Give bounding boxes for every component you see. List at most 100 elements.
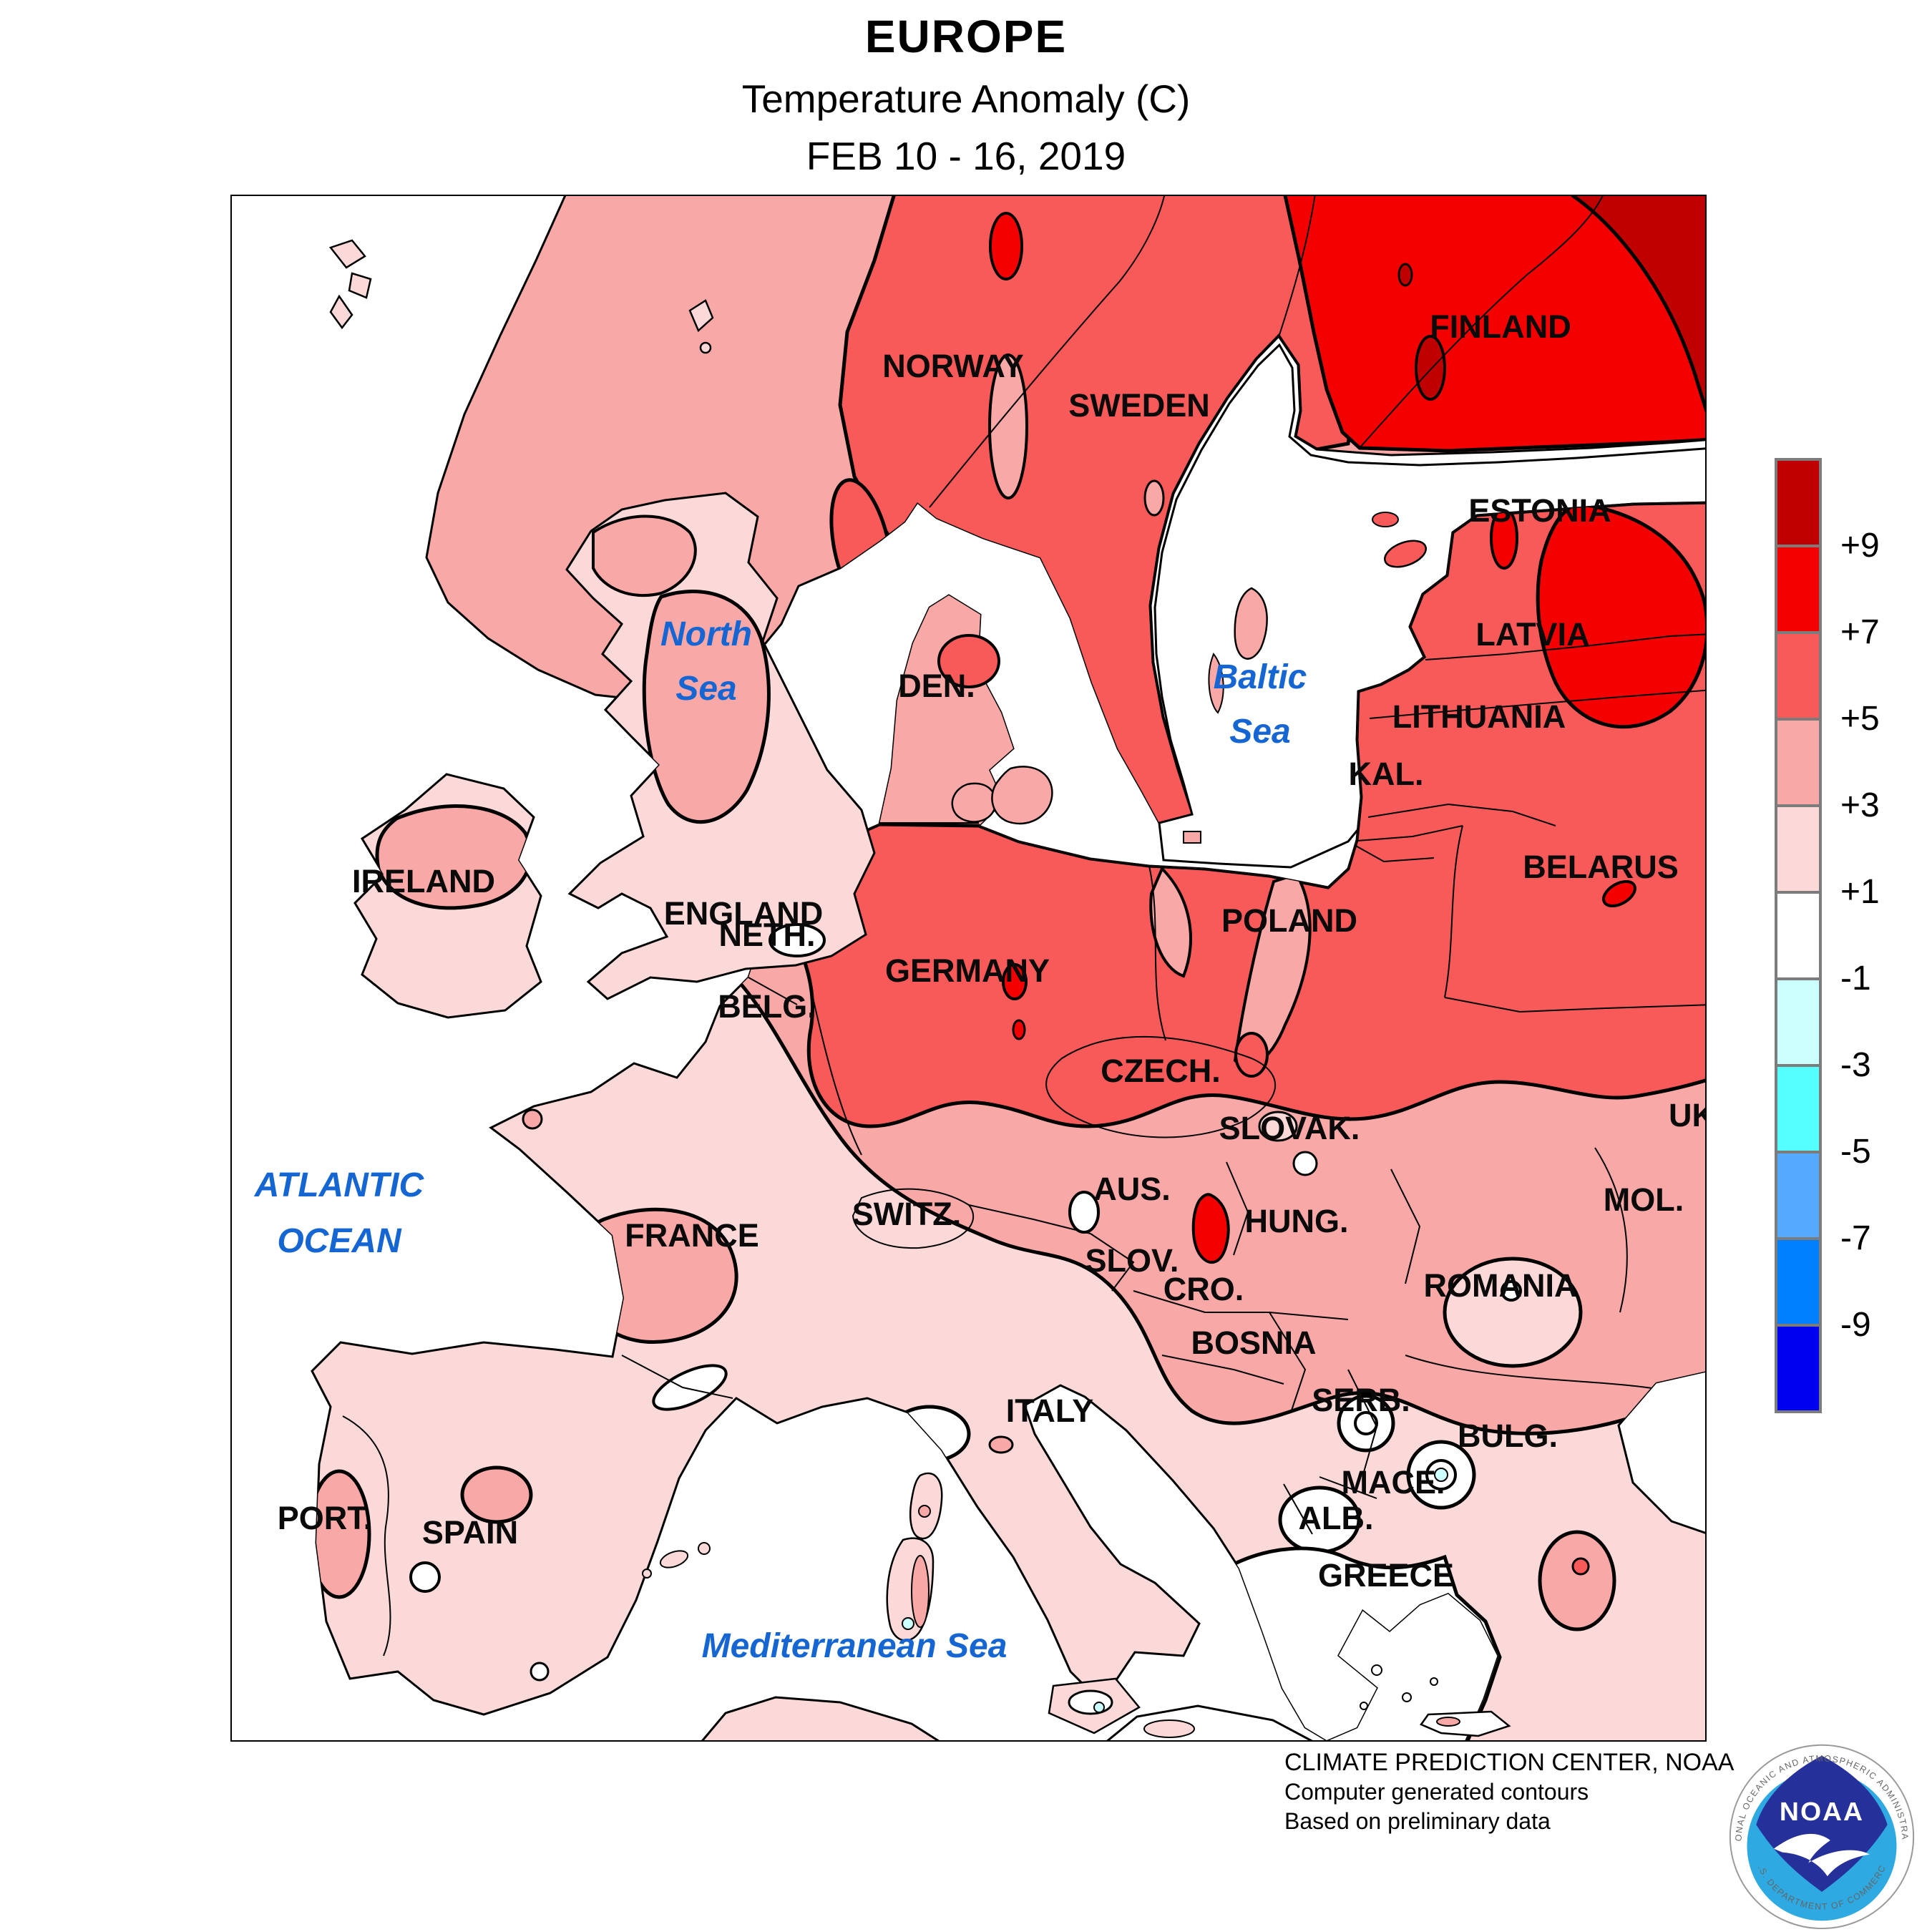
country-label-greece: GREECE (1318, 1557, 1454, 1594)
map-date-range: FEB 10 - 16, 2019 (806, 134, 1126, 178)
country-label-belgium: BELG. (718, 988, 816, 1025)
blob-germany-red (1002, 963, 1028, 1000)
band-ireland-north-pink (375, 804, 532, 910)
blob-spain-pink (460, 1465, 533, 1524)
sea-label-north-sea-2: Sea (675, 670, 736, 708)
pocket-spain-white-tiny (530, 1662, 550, 1682)
island-mallorca (659, 1550, 689, 1568)
country-label-france: FRANCE (625, 1217, 759, 1254)
band-scotland-pink (642, 590, 771, 824)
country-label-serbia: SERB. (1312, 1382, 1410, 1418)
pocket-hungary-white (1292, 1151, 1318, 1176)
blob-hungary-red-teardrop (1191, 1193, 1230, 1264)
island-saaremaa (1384, 540, 1427, 568)
band-estonia-russia-plus7 (1536, 502, 1705, 729)
sicily-white-pocket (1068, 1689, 1113, 1715)
corsica-pink-dot (918, 1505, 931, 1518)
country-label-hungary: HUNG. (1245, 1203, 1349, 1239)
map-region-title: EUROPE (864, 11, 1068, 62)
country-label-macedonia: MACE. (1342, 1464, 1445, 1501)
country-label-spain: SPAIN (422, 1514, 518, 1551)
pocket-slovakia-light (1258, 1111, 1298, 1142)
island-menorca (698, 1542, 711, 1555)
country-label-slovenia: SLOV. (1085, 1242, 1179, 1279)
sardinia-pink-strip (911, 1555, 930, 1628)
crete-pink-dash (1436, 1717, 1460, 1727)
coast-algeria (701, 1696, 940, 1740)
country-label-bulgaria: BULG. (1458, 1418, 1558, 1454)
colorbar-cell--5-to--7 (1775, 1151, 1822, 1240)
attribution-source: CLIMATE PREDICTION CENTER, NOAA (1284, 1749, 1735, 1776)
country-label-estonia: ESTONIA (1468, 492, 1611, 529)
colorbar-tick-+9: +9 (1840, 527, 1880, 565)
blob-turkey-pink (1538, 1530, 1616, 1631)
colorbar-cell-below--9 (1775, 1324, 1822, 1413)
island-gotland (1234, 587, 1268, 660)
pocket-romania-light (1443, 1257, 1583, 1368)
sea-label-atlantic-ocean-1: ATLANTIC (254, 1166, 425, 1204)
country-label-germany: GERMANY (885, 952, 1050, 989)
colorbar-cell--1-to-+1 (1775, 891, 1822, 980)
islands-mediterranean (642, 1472, 1511, 1737)
aegean-island-4 (1360, 1702, 1368, 1710)
country-label-albania: ALB. (1299, 1500, 1374, 1536)
pocket-romania-white (1501, 1280, 1522, 1302)
sea-label-atlantic-ocean-2: OCEAN (277, 1222, 402, 1260)
colorbar-tick-+3: +3 (1840, 786, 1880, 824)
blob-norway-red (989, 212, 1023, 280)
country-label-england: ENGLAND (664, 895, 824, 932)
islands-denmark (937, 634, 1201, 844)
colorbar-cell-+7-to-+9 (1775, 545, 1822, 634)
country-label-slovakia: SLOVAK. (1219, 1110, 1360, 1146)
colorbar-cell-above-+9 (1775, 458, 1822, 547)
country-label-croatia: CRO. (1163, 1271, 1244, 1307)
aegean-island-2 (1402, 1692, 1412, 1702)
country-label-kaliningrad: KAL. (1349, 756, 1424, 792)
country-label-netherlands: NETH. (719, 917, 816, 953)
colorbar-tick--5: -5 (1840, 1133, 1871, 1171)
sea-label-mediterranean-sea: Mediterranean Sea (702, 1627, 1008, 1665)
country-label-ukraine: UKR. (1669, 1097, 1705, 1133)
country-label-czechia: CZECH. (1101, 1053, 1221, 1089)
island-bornholm (1183, 831, 1201, 844)
aegean-island-1 (1371, 1664, 1382, 1676)
country-label-poland: POLAND (1221, 902, 1357, 939)
country-borders (342, 633, 1705, 1657)
attribution-block: CLIMATE PREDICTION CENTER, NOAA Computer… (1284, 1747, 1734, 1836)
noaa-logo: NOAA NATIONAL OCEANIC AND ATMOSPHERIC AD… (1723, 1735, 1915, 1930)
band-scotland-north-pink (592, 514, 697, 597)
colorbar-tick--9: -9 (1840, 1306, 1871, 1344)
colorbar-cell--3-to--5 (1775, 1064, 1822, 1153)
attribution-method: Computer generated contours (1284, 1779, 1589, 1805)
band-finland-plus7 (1281, 196, 1705, 453)
sardinia-cyan-dot (902, 1617, 914, 1630)
country-label-austria: AUS. (1093, 1171, 1171, 1207)
country-label-italy: ITALY (1006, 1392, 1094, 1429)
colorbar-cell-+5-to-+7 (1775, 631, 1822, 721)
islands-faroe (328, 239, 714, 354)
sicily-cyan-dot (1093, 1702, 1105, 1713)
blob-czech-salmon (1234, 1032, 1269, 1078)
colorbar-cell--1-to--3 (1775, 977, 1822, 1067)
pocket-england-white (769, 923, 826, 957)
colorbar-cell-+1-to-+3 (1775, 804, 1822, 894)
logo-seagull-icon (1773, 1833, 1870, 1877)
tunisia-pink (1143, 1719, 1195, 1738)
blob-sweden-pink-small (1143, 479, 1165, 517)
country-label-norway: NORWAY (882, 348, 1024, 384)
island-zealand (991, 766, 1053, 825)
country-label-bosnia: BOSNIA (1191, 1324, 1316, 1361)
logo-acronym: NOAA (1780, 1796, 1864, 1826)
blob-nw-poland-pink (1149, 866, 1192, 978)
country-borders-north (929, 196, 1606, 508)
country-label-romania: ROMANIA (1424, 1267, 1578, 1304)
aegean-island-3 (1430, 1677, 1438, 1686)
country-label-portugal: PORT. (278, 1500, 373, 1536)
colorbar-cells (1775, 458, 1822, 1413)
country-label-sweden: SWEDEN (1068, 387, 1210, 424)
blob-germany-red-tiny (1012, 1019, 1026, 1040)
blob-finland-darkred-tiny (1397, 263, 1413, 287)
country-label-belarus: BELARUS (1523, 849, 1679, 885)
colorbar-tick--7: -7 (1840, 1219, 1871, 1257)
sea-label-north-sea-1: North (660, 615, 752, 653)
